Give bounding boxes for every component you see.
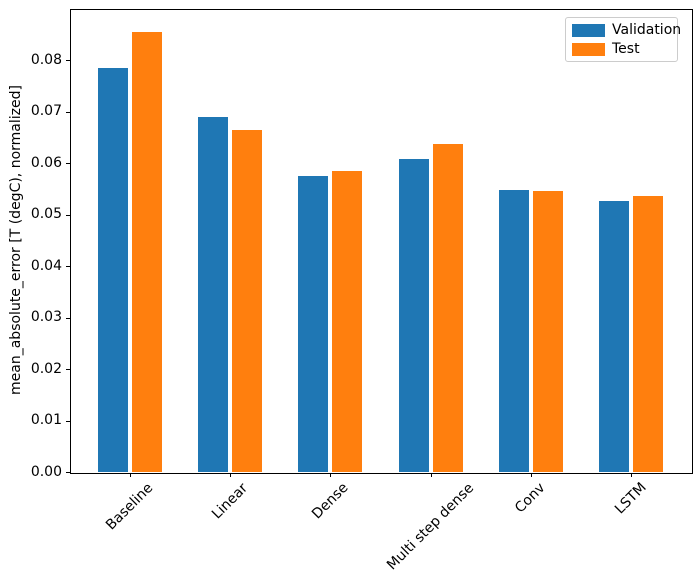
bar-validation-multi-step-dense — [398, 158, 429, 472]
x-tick-label-dense: Dense — [308, 479, 352, 523]
bar-test-linear — [232, 129, 263, 472]
y-tick-label: 0.02 — [30, 360, 62, 377]
x-tick-mark — [130, 473, 132, 477]
bar-validation-dense — [298, 176, 329, 472]
y-tick-mark — [66, 111, 70, 113]
y-tick-mark — [66, 266, 70, 268]
y-tick-mark — [66, 163, 70, 165]
bar-validation-conv — [498, 190, 529, 472]
x-tick-mark — [230, 473, 232, 477]
y-tick-label: 0.03 — [30, 309, 62, 326]
y-tick-mark — [66, 369, 70, 371]
legend: Validation Test — [565, 17, 681, 62]
y-tick-label: 0.07 — [30, 103, 62, 120]
legend-label-validation: Validation — [612, 22, 682, 38]
x-tick-mark — [630, 473, 632, 477]
y-tick-mark — [66, 214, 70, 216]
x-tick-label-baseline: Baseline — [103, 479, 157, 534]
legend-label-test: Test — [612, 41, 640, 57]
y-tick-mark — [66, 472, 70, 473]
x-tick-mark — [530, 473, 532, 477]
y-tick-label: 0.04 — [30, 257, 62, 274]
x-tick-mark — [330, 473, 332, 477]
y-tick-mark — [66, 317, 70, 319]
plot-area — [70, 9, 693, 474]
bar-test-conv — [532, 191, 563, 472]
x-tick-label-multi-step-dense: Multi step dense — [383, 480, 477, 574]
x-tick-mark — [430, 473, 432, 477]
x-tick-label-lstm: LSTM — [611, 479, 650, 518]
test-color-swatch — [572, 43, 605, 56]
bar-test-multi-step-dense — [432, 143, 463, 472]
bar-test-baseline — [132, 32, 163, 472]
validation-color-swatch — [572, 24, 605, 37]
bar-validation-baseline — [98, 67, 129, 472]
y-tick-mark — [66, 60, 70, 62]
y-tick-mark — [66, 420, 70, 422]
y-tick-label: 0.01 — [30, 412, 62, 429]
x-tick-label-conv: Conv — [511, 480, 549, 517]
bar-validation-linear — [198, 117, 229, 472]
x-tick-label-linear: Linear — [208, 480, 251, 523]
bar-test-lstm — [632, 195, 663, 472]
y-tick-label: 0.06 — [30, 154, 62, 171]
y-tick-label: 0.05 — [30, 206, 62, 223]
y-axis-label: mean_absolute_error [T (degC), normalize… — [8, 85, 24, 395]
legend-item-test: Test — [566, 40, 677, 59]
bar-test-dense — [332, 170, 363, 472]
y-tick-label: 0.08 — [30, 51, 62, 68]
y-tick-label: 0.00 — [30, 463, 62, 480]
legend-item-validation: Validation — [566, 21, 681, 40]
bar-validation-lstm — [598, 200, 629, 472]
